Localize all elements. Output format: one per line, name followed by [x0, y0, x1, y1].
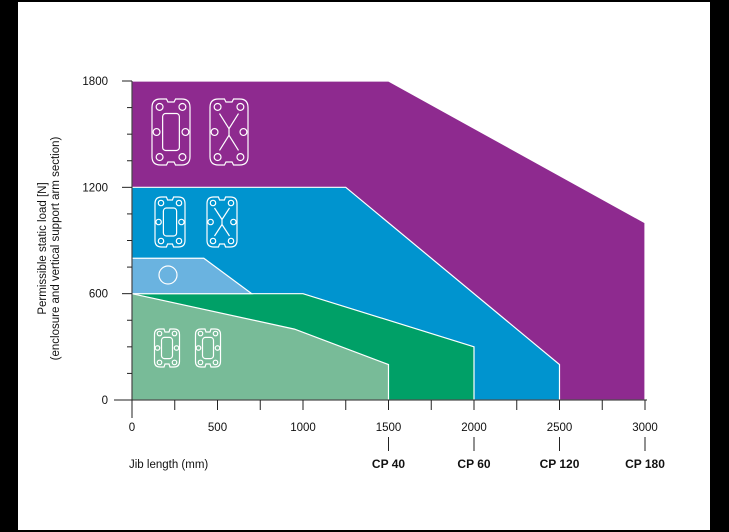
y-tick-label: 1200: [82, 182, 108, 194]
x-axis-title: Jib length (mm): [129, 459, 208, 471]
section-icon-cp40: [194, 328, 222, 368]
y-axis-title-line1: Permissible static load [N]: [37, 182, 49, 314]
section-icon-cp180-a: [151, 98, 191, 166]
x-tick-label: 2000: [461, 422, 487, 434]
chart-ticks: 0 500 1000 1500 2000 2500 3000 0 600 1200 1800: [82, 76, 657, 434]
section-icon-cp120-a: [154, 196, 186, 248]
model-marker-label: CP 40: [372, 457, 405, 471]
model-marker-label: CP 60: [457, 457, 490, 471]
y-tick-label: 1800: [82, 76, 108, 88]
y-axis-title: Permissible static load [N] (enclosure a…: [37, 136, 62, 360]
round-tube-icon: [158, 265, 178, 285]
x-tick-label: 0: [129, 422, 135, 434]
section-icon-cp180-b: [209, 98, 249, 166]
y-axis-title-line2: (enclosure and vertical support arm sect…: [50, 136, 62, 360]
x-tick-label: 500: [208, 422, 227, 434]
y-tick-label: 600: [89, 289, 108, 301]
section-icons: [151, 98, 249, 368]
model-marker-label: CP 120: [540, 457, 580, 471]
x-tick-label: 1500: [376, 422, 402, 434]
x-tick-label: 2500: [547, 422, 573, 434]
x-tick-label: 3000: [632, 422, 658, 434]
section-icon-cp120-b: [206, 196, 238, 248]
chart-axes: [114, 81, 647, 418]
model-marker-label: CP 180: [625, 457, 665, 471]
y-tick-label: 0: [102, 395, 108, 407]
chart-areas: [131, 80, 646, 401]
model-markers: CP 40 CP 60 CP 120 CP 180: [372, 437, 665, 471]
section-icon-cp60: [153, 328, 181, 368]
x-tick-label: 1000: [290, 422, 316, 434]
